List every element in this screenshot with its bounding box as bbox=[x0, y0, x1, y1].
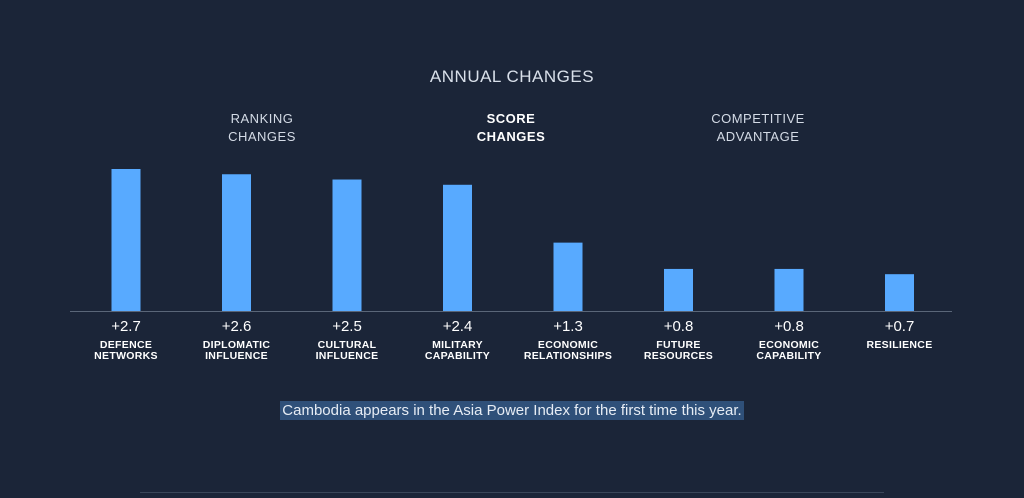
footnote-text: Cambodia appears in the Asia Power Index… bbox=[280, 401, 744, 420]
bar[interactable] bbox=[222, 174, 251, 311]
data-label: +0.8 bbox=[774, 318, 804, 335]
bar[interactable] bbox=[664, 268, 693, 311]
page-title: ANNUAL CHANGES bbox=[429, 67, 595, 86]
divider bbox=[140, 492, 884, 493]
data-label: +0.7 bbox=[885, 318, 915, 335]
category-label: DIPLOMATIC INFLUENCE bbox=[203, 339, 271, 362]
bar[interactable] bbox=[111, 169, 141, 311]
data-label: +2.5 bbox=[332, 318, 362, 335]
bar[interactable] bbox=[553, 242, 583, 311]
data-label: +2.6 bbox=[222, 318, 252, 335]
tab-score-changes[interactable]: SCORE CHANGES bbox=[476, 111, 546, 144]
category-label: FUTURE RESOURCES bbox=[644, 339, 713, 362]
category-label: CULTURAL INFLUENCE bbox=[316, 339, 379, 362]
data-label: +0.8 bbox=[664, 318, 694, 335]
bar[interactable] bbox=[774, 268, 804, 311]
bar-chart: +2.7 DEFENCE NETWORKS +2.6 DIPLOMATIC INFLUEN… bbox=[70, 169, 952, 362]
category-label: ECONOMIC CAPABILITY bbox=[756, 339, 821, 362]
tab-ranking-changes[interactable]: RANKING CHANGES bbox=[228, 111, 296, 144]
category-label: RESILIENCE bbox=[866, 339, 932, 351]
category-label: DEFENCE NETWORKS bbox=[94, 339, 158, 362]
tab-competitive-advantage[interactable]: COMPETITIVE ADVANTAGE bbox=[711, 111, 805, 144]
data-label: +2.7 bbox=[111, 318, 141, 335]
bar[interactable] bbox=[332, 179, 362, 311]
data-label: +1.3 bbox=[553, 318, 583, 335]
data-label: +2.4 bbox=[443, 318, 473, 335]
footnote: Cambodia appears in the Asia Power Index… bbox=[0, 401, 1024, 420]
bar[interactable] bbox=[885, 274, 914, 311]
category-label: ECONOMIC RELATIONSHIPS bbox=[524, 339, 612, 362]
bar[interactable] bbox=[443, 184, 472, 311]
category-label: MILITARY CAPABILITY bbox=[425, 339, 490, 362]
